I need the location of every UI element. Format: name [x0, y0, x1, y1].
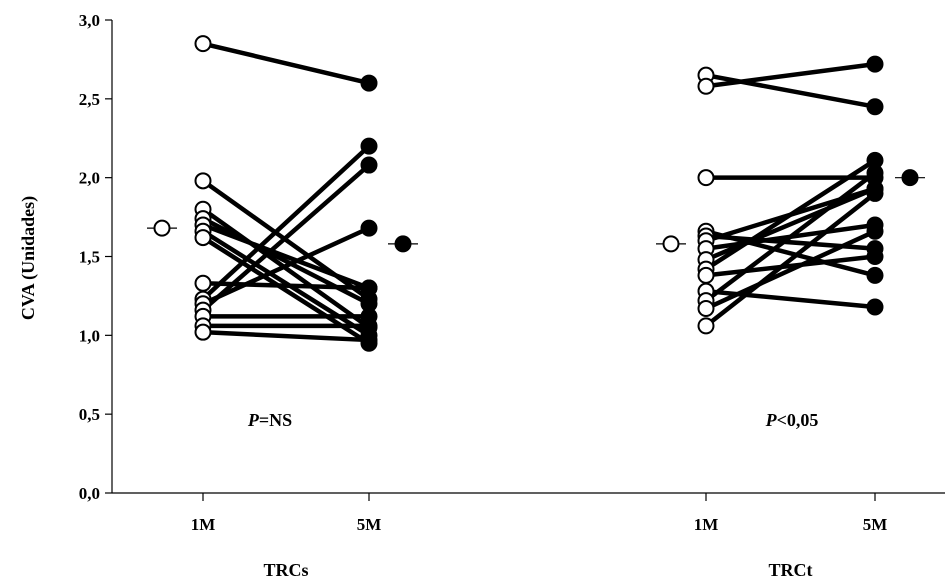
paired-line — [200, 162, 372, 313]
mean-5m-point — [394, 235, 412, 253]
point-1m — [194, 274, 212, 292]
paired-line — [703, 229, 878, 311]
paired-line — [200, 222, 372, 291]
point-5m — [866, 222, 884, 240]
point-1m — [194, 323, 212, 341]
paired-line — [703, 191, 878, 329]
points-layer — [147, 35, 925, 352]
point-1m — [194, 35, 212, 53]
point-5m — [866, 184, 884, 202]
x-tick-label: 1M — [191, 515, 216, 534]
p-value: <0,05 — [777, 410, 819, 430]
paired-line — [200, 143, 372, 302]
paired-line — [703, 72, 878, 109]
point-5m — [360, 317, 378, 335]
y-tick-label: 3,0 — [79, 11, 100, 30]
labels-layer: CVA (Unidades) 0,0 0,5 1,0 1,5 2,0 2,5 3,0 1M 5M… — [18, 11, 887, 580]
point-1m — [697, 317, 715, 335]
point-5m — [866, 98, 884, 116]
paired-line — [200, 41, 372, 86]
point-5m — [866, 298, 884, 316]
paired-line — [703, 186, 878, 262]
p-symbol: P — [247, 410, 260, 430]
point-5m — [866, 164, 884, 182]
axes-layer — [105, 19, 945, 501]
point-5m — [360, 279, 378, 297]
y-tick-label: 0,0 — [79, 484, 100, 503]
paired-line — [703, 170, 878, 303]
mean-1m-point — [153, 219, 171, 237]
paired-line — [703, 61, 878, 89]
paired-lines-layer — [200, 41, 878, 346]
paired-line — [200, 329, 372, 343]
p-symbol: P — [765, 410, 778, 430]
p-value-label: P<0,05 — [765, 410, 819, 430]
group-label: TRCt — [769, 560, 813, 580]
group-label: TRCs — [263, 560, 308, 580]
point-5m — [360, 137, 378, 155]
point-1m — [697, 266, 715, 284]
point-5m — [360, 156, 378, 174]
point-1m — [194, 172, 212, 190]
y-axis-title: CVA (Unidades) — [18, 196, 39, 320]
p-value-label: P=NS — [247, 410, 292, 430]
mean-1m-point — [662, 235, 680, 253]
paired-line — [703, 254, 878, 278]
y-tick-label: 2,0 — [79, 169, 100, 188]
mean-5m-point — [901, 169, 919, 187]
paired-line — [200, 216, 372, 307]
point-5m — [360, 219, 378, 237]
y-tick-label: 2,5 — [79, 90, 100, 109]
x-tick-label: 5M — [863, 515, 888, 534]
point-1m — [697, 77, 715, 95]
point-1m — [697, 169, 715, 187]
point-1m — [697, 300, 715, 318]
point-5m — [866, 55, 884, 73]
y-tick-label: 1,5 — [79, 248, 100, 267]
point-5m — [360, 331, 378, 349]
paired-line — [200, 225, 372, 307]
y-tick-label: 0,5 — [79, 405, 100, 424]
point-5m — [360, 74, 378, 92]
point-1m — [194, 229, 212, 247]
p-value: =NS — [259, 410, 292, 430]
point-5m — [866, 266, 884, 284]
x-tick-label: 1M — [694, 515, 719, 534]
paired-line — [703, 158, 878, 272]
y-tick-label: 1,0 — [79, 326, 100, 345]
x-tick-label: 5M — [357, 515, 382, 534]
point-5m — [866, 248, 884, 265]
